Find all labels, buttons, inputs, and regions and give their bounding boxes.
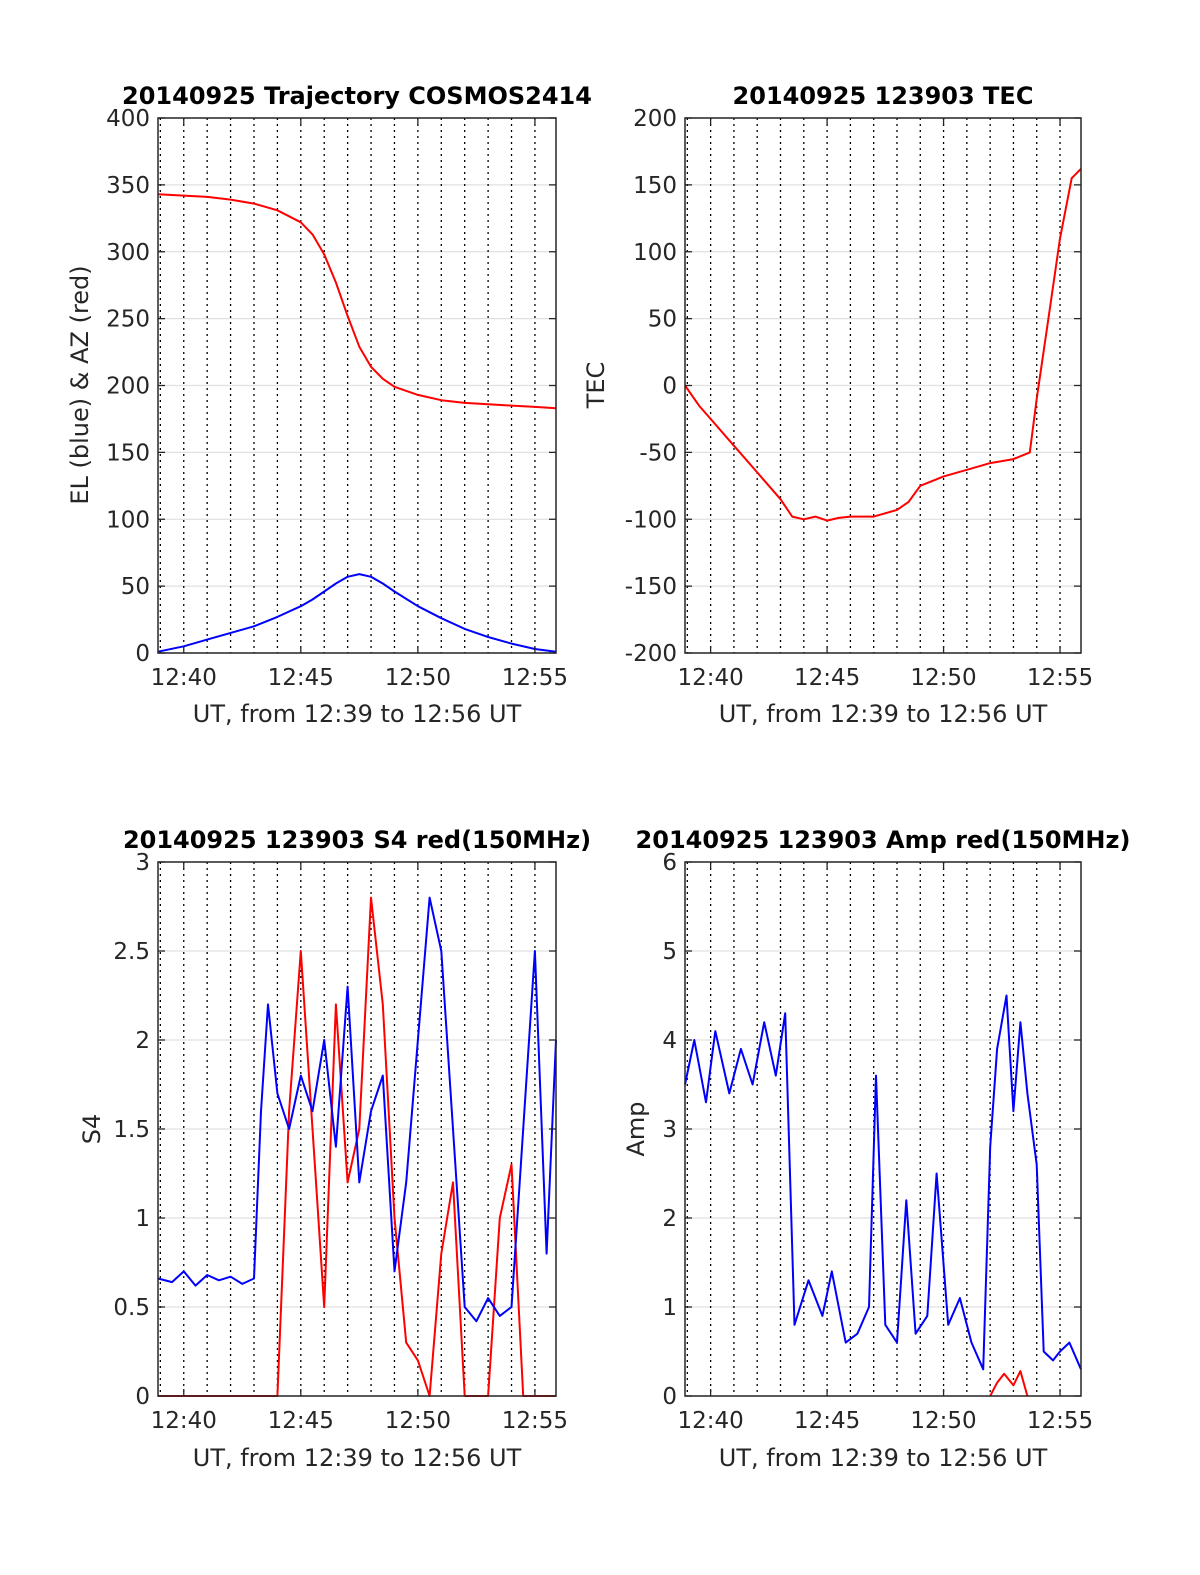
y-axis-label: TEC [582,362,610,410]
series-line [989,1370,1029,1397]
x-tick-label: 12:40 [677,1408,743,1434]
x-tick-label: 12:50 [910,1408,976,1434]
grid [685,861,1081,1397]
x-tick-label: 12:45 [794,1408,860,1434]
y-tick-label: 3 [135,850,150,876]
y-tick-label: 0 [662,374,677,400]
y-tick-label: 150 [106,440,150,466]
x-tick-label: 12:45 [268,1408,334,1434]
y-tick-label: 200 [106,374,150,400]
y-tick-label: 1 [135,1206,150,1232]
chart-title: 20140925 Trajectory COSMOS2414 [122,82,592,110]
y-tick-label: 4 [662,1028,677,1054]
y-tick-label: 1.5 [113,1117,150,1143]
y-tick-label: 2 [135,1028,150,1054]
y-tick-label: 350 [106,173,150,199]
tick-layer: 0 0.5 1 1.5 2 2.5 3 12:40 12:45 12:50 12:55 [113,850,568,1434]
series-line [157,896,557,1323]
y-tick-label: -50 [639,440,677,466]
chart-title: 20140925 123903 Amp red(150MHz) [636,826,1131,854]
y-tick-label: 200 [633,106,677,132]
y-axis-label: Amp [622,1101,650,1156]
y-tick-label: 2 [662,1206,677,1232]
y-tick-label: 0 [135,1384,150,1410]
y-tick-label: 100 [106,507,150,533]
y-axis-label: EL (blue) & AZ (red) [66,265,94,504]
tick-layer: -200 -150 -100 -50 0 50 100 150 200 12:40 12:45 12:… [625,106,1093,691]
series-layer [157,193,557,653]
y-axis-label: S4 [78,1114,106,1145]
x-axis-label: UT, from 12:39 to 12:56 UT [719,1444,1048,1472]
y-tick-label: 400 [106,106,150,132]
x-tick-label: 12:45 [794,665,860,691]
panel-trajectory: 0 50 100 150 200 250 300 350 400 12:40 12:45 12:50 1… [66,82,592,728]
x-tick-label: 12:55 [502,1408,568,1434]
x-tick-label: 12:45 [268,665,334,691]
y-tick-label: 0 [135,641,150,667]
chart-title: 20140925 123903 S4 red(150MHz) [123,826,591,854]
panel-s4: 0 0.5 1 1.5 2 2.5 3 12:40 12:45 12:50 12:55 201409… [78,826,591,1472]
x-axis-label: UT, from 12:39 to 12:56 UT [719,700,1048,728]
x-tick-label: 12:40 [151,665,217,691]
x-tick-label: 12:50 [385,665,451,691]
y-tick-label: 1 [662,1295,677,1321]
x-tick-label: 12:40 [677,665,743,691]
tick-layer: 0 1 2 3 4 5 6 12:40 12:45 12:50 12:55 [662,850,1093,1434]
y-tick-label: 300 [106,240,150,266]
x-tick-label: 12:55 [1027,1408,1093,1434]
panel-amp: 0 1 2 3 4 5 6 12:40 12:45 12:50 12:55 20140925 123… [622,826,1130,1472]
y-tick-label: 50 [121,574,150,600]
y-tick-label: 3 [662,1117,677,1143]
series-line [684,168,1082,522]
series-layer [684,994,1082,1397]
y-tick-label: 250 [106,307,150,333]
x-tick-label: 12:40 [151,1408,217,1434]
x-tick-label: 12:55 [502,665,568,691]
series-layer [684,168,1082,522]
y-tick-label: 150 [633,173,677,199]
x-tick-label: 12:55 [1027,665,1093,691]
y-tick-label: 2.5 [113,939,150,965]
y-tick-label: 50 [648,307,677,333]
chart-title: 20140925 123903 TEC [733,82,1034,110]
grid [158,117,556,654]
y-tick-label: 100 [633,240,677,266]
grid [685,117,1081,654]
series-line [684,994,1082,1371]
x-axis-label: UT, from 12:39 to 12:56 UT [193,700,522,728]
x-tick-label: 12:50 [910,665,976,691]
y-tick-label: 6 [662,850,677,876]
series-line [157,573,557,653]
panel-tec: -200 -150 -100 -50 0 50 100 150 200 12:40 12:45 12:… [582,82,1093,728]
y-tick-label: 0 [662,1384,677,1410]
y-tick-label: -200 [625,641,677,667]
x-tick-label: 12:50 [385,1408,451,1434]
y-tick-label: 5 [662,939,677,965]
y-tick-label: -150 [625,574,677,600]
y-tick-label: 0.5 [113,1295,150,1321]
series-line [157,193,557,410]
x-axis-label: UT, from 12:39 to 12:56 UT [193,1444,522,1472]
y-tick-label: -100 [625,507,677,533]
tick-layer: 0 50 100 150 200 250 300 350 400 12:40 12:45 12:50 1… [106,106,568,691]
